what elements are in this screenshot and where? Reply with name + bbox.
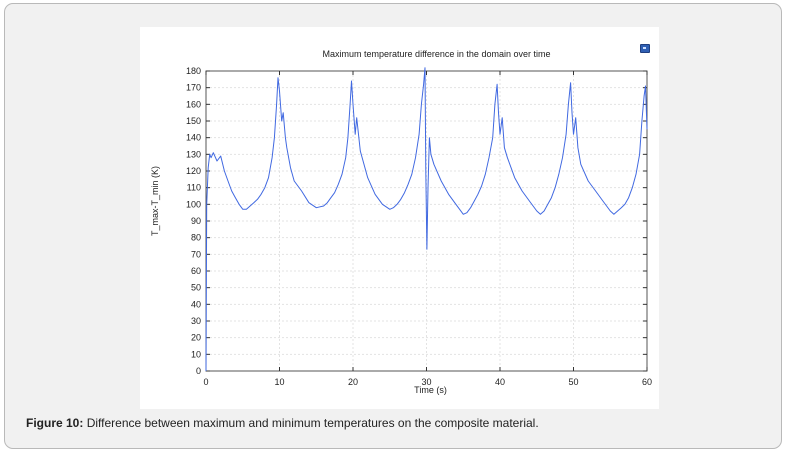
series-line [205,67,648,372]
chart-title: Maximum temperature difference in the do… [323,49,551,59]
x-tick-label: 40 [495,377,505,387]
y-tick-label: 110 [187,183,201,193]
figure-card: 0 10 20 30 40 50 60 70 80 90 100 110 120 130 140 150 160… [4,3,782,449]
y-tick-label: 60 [191,266,201,276]
x-tick-label: 20 [348,377,358,387]
caption-text: Difference between maximum and minimum t… [83,416,539,430]
y-tick-label: 140 [186,133,201,143]
x-tick-label: 0 [203,377,208,387]
x-tick-label: 50 [568,377,578,387]
x-axis-label: Time (s) [414,385,447,395]
y-tick-label: 130 [186,149,201,159]
y-axis-label: T_max-T_min (K) [150,166,160,236]
y-tick-label: 0 [196,366,201,376]
chart-panel: 0 10 20 30 40 50 60 70 80 90 100 110 120 130 140 150 160… [140,27,659,409]
y-tick-label: 90 [191,216,201,226]
x-tick-label: 10 [274,377,284,387]
y-tick-label: 40 [191,299,201,309]
line-chart: 0102030405060708090100110120130140150160… [150,49,652,395]
y-tick-label: 20 [191,333,201,343]
y-tick-label: 80 [191,233,201,243]
x-tick-label: 60 [642,377,652,387]
y-tick-label: 70 [191,249,201,259]
y-tick-label: 10 [191,349,201,359]
y-tick-label: 170 [186,83,201,93]
caption-label: Figure 10: [26,416,84,430]
export-image-icon[interactable] [640,44,650,53]
y-tick-label: 180 [186,66,201,76]
y-tick-label: 100 [186,199,201,209]
y-tick-label: 30 [191,316,201,326]
y-tick-label: 50 [191,283,201,293]
x-tick-label: 30 [421,377,431,387]
y-tick-label: 120 [186,166,201,176]
figure-caption: Figure 10: Difference between maximum an… [26,416,539,430]
y-tick-label: 160 [186,99,201,109]
y-tick-label: 150 [186,116,201,126]
